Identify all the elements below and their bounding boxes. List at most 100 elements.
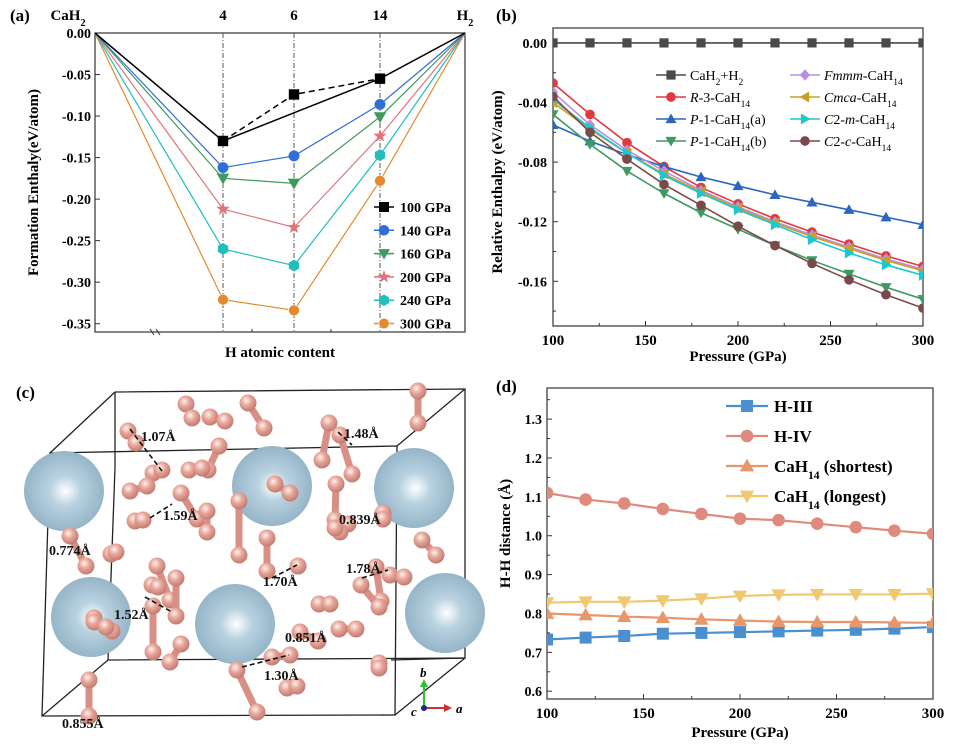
series-cah14-shortest- [547,606,933,629]
data-point [917,219,923,229]
h-atom [281,646,299,664]
legend-marker [377,270,391,283]
data-point [881,289,891,300]
data-point [694,593,709,606]
h-atom [80,707,98,725]
data-point [770,219,781,231]
data-point [373,112,387,124]
y-axis-title: Relative Enthalpy (eV/atom) [490,90,506,273]
h-atom [61,527,79,545]
y-tick-label: 1.1 [525,491,543,506]
data-point [733,512,747,525]
data-point [287,178,301,190]
data-point [659,38,669,48]
h-atom [409,382,427,400]
h-atom [107,543,125,561]
y-tick-label: -0.08 [518,156,547,171]
connecting-edges [41,388,466,717]
data-point [811,624,824,637]
h2-molecule [313,414,338,469]
composition-label: H2 [457,8,474,29]
h-atom [321,595,339,613]
y-tick-label: -0.20 [62,193,91,208]
back-face [114,388,466,661]
legend-marker [800,113,811,125]
data-point [918,38,923,48]
data-point [553,91,558,102]
data-point [216,202,230,215]
data-point [732,180,744,191]
h-atom [248,703,266,721]
data-point [772,513,785,527]
series-cah14-longest- [547,588,933,610]
data-point [734,626,746,639]
h-atom [228,661,246,679]
y-tick-label: -0.16 [518,275,547,290]
h2-molecule [180,459,211,479]
h2-molecule [291,623,327,650]
h2-molecule [409,382,427,432]
y-tick-label: 0.8 [525,607,543,622]
ca-atom [24,451,104,531]
data-point [374,175,386,187]
h2-molecule [161,635,190,671]
data-point [579,493,592,506]
data-point [810,517,824,530]
data-point [770,240,780,251]
data-point [695,507,708,521]
h-atom [198,502,216,520]
panel-d-hh-distance-chart: 100 150 200 250 300 0.6 0.7 0.8 0.9 1.0 1.1 1.2 1.3 P… [498,387,944,741]
distance-marker-line [144,596,173,613]
data-point [617,596,632,610]
y-tick-label: -0.25 [62,235,91,250]
h-atom [216,412,234,430]
h-atom [77,557,95,575]
data-point [887,615,902,628]
h-atom [210,437,228,455]
data-point [695,208,707,219]
data-point [618,630,631,643]
series-line [94,32,466,184]
legend-label: 140 GPa [400,224,451,239]
h-atom [327,475,345,493]
data-point [584,140,596,150]
data-point [585,109,595,120]
y-tick-label: 0.9 [525,569,543,584]
legend-label: P-1-CaH14(b) [689,135,767,154]
data-point [888,524,901,537]
legend-label: Fmmm-CaH14 [823,69,903,88]
legend-label: 100 GPa [400,201,451,216]
y-tick-label: 0.7 [525,646,543,661]
y-tick-label: 1.3 [525,413,543,428]
series-line [553,82,923,268]
h-atom [258,562,276,580]
legend-marker [378,249,390,260]
data-point [807,38,817,48]
h-atom [167,607,185,625]
h-atom [395,568,413,586]
data-point [373,128,387,142]
h2-molecule [102,543,125,563]
data-point [579,631,592,644]
data-point [553,110,559,120]
y-axis-title: Formation Enthaly(eV/atom) [26,89,42,276]
h-atom [119,422,137,440]
data-point [659,179,669,190]
legend-label: P-1-CaH14(a) [689,113,766,132]
data-point [880,283,892,293]
x-tick-label: 100 [536,706,559,722]
data-point [287,220,301,234]
data-point [844,274,854,285]
data-point [807,258,817,269]
x-tick-label: 250 [825,706,848,722]
data-point [848,614,863,628]
data-point [696,187,707,199]
h2-molecule [289,557,307,575]
h-atom [167,569,185,587]
data-point [733,221,743,231]
series-c2-c-cah14 [553,91,923,313]
legend-label: 240 GPa [400,294,451,309]
data-point [659,169,670,182]
data-point [288,150,300,162]
h-atom [263,648,281,666]
